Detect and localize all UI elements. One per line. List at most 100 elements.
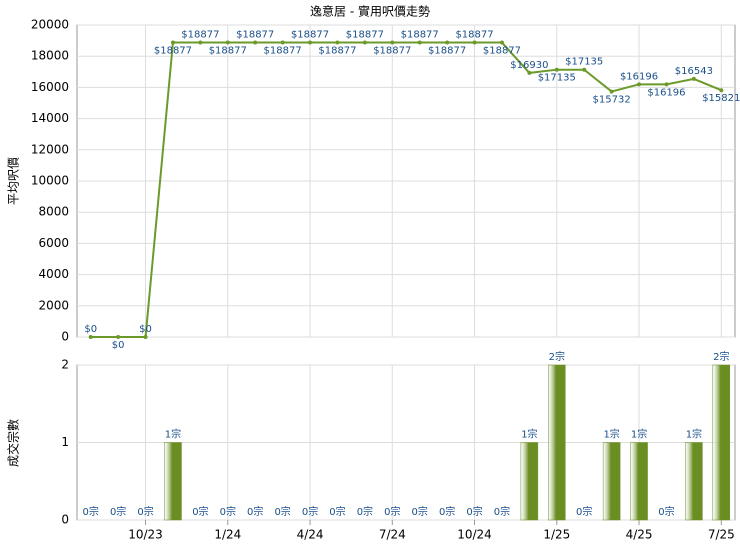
data-label: $18877 bbox=[291, 30, 329, 41]
data-label: $18877 bbox=[483, 46, 521, 57]
data-label: 2宗 bbox=[713, 350, 729, 363]
point bbox=[308, 40, 313, 45]
data-label: 2宗 bbox=[549, 350, 565, 363]
data-label: $18877 bbox=[209, 46, 247, 57]
data-label: 0宗 bbox=[302, 505, 318, 518]
point bbox=[88, 335, 93, 339]
point bbox=[170, 40, 175, 45]
y-tick-label: 0 bbox=[61, 513, 69, 527]
data-label: $15821 bbox=[702, 93, 740, 104]
point bbox=[691, 76, 696, 81]
point bbox=[609, 89, 614, 94]
point bbox=[362, 40, 367, 45]
bar bbox=[712, 364, 731, 521]
data-label: $16543 bbox=[675, 66, 713, 77]
y-tick-label: 18000 bbox=[31, 49, 69, 63]
point bbox=[637, 82, 642, 87]
data-label: $17135 bbox=[538, 73, 576, 84]
data-label: 0宗 bbox=[494, 505, 510, 518]
point bbox=[554, 67, 559, 72]
data-label: $18877 bbox=[318, 46, 356, 57]
y-tick-label: 16000 bbox=[31, 80, 69, 94]
point bbox=[280, 40, 285, 45]
point bbox=[664, 82, 669, 87]
data-label: $18877 bbox=[236, 30, 274, 41]
price-line bbox=[90, 41, 722, 338]
data-label: 0宗 bbox=[83, 505, 99, 518]
y-tick-label: 8000 bbox=[38, 205, 69, 219]
x-tick-label: 7/24 bbox=[379, 528, 406, 542]
point bbox=[390, 40, 395, 45]
bar bbox=[630, 442, 648, 521]
x-tick-label: 1/24 bbox=[214, 528, 241, 542]
point bbox=[719, 88, 724, 93]
data-label: $0 bbox=[139, 324, 152, 335]
y-tick-label: 14000 bbox=[31, 111, 69, 125]
data-label: $18877 bbox=[401, 30, 439, 41]
data-label: 0宗 bbox=[439, 505, 455, 518]
data-label: 0宗 bbox=[192, 505, 208, 518]
data-label: 1宗 bbox=[521, 428, 537, 441]
y-tick-label: 2 bbox=[61, 358, 69, 372]
point bbox=[143, 335, 148, 339]
bar bbox=[164, 442, 182, 521]
point bbox=[445, 40, 450, 45]
data-label: $18877 bbox=[373, 46, 411, 57]
data-label: $18877 bbox=[455, 30, 493, 41]
y-tick-label: 1 bbox=[61, 435, 69, 449]
x-tick-label: 7/25 bbox=[708, 528, 735, 542]
y-tick-label: 6000 bbox=[38, 236, 69, 250]
y-tick-label: 12000 bbox=[31, 142, 69, 156]
y-tick-label: 20000 bbox=[31, 18, 69, 32]
data-label: 0宗 bbox=[247, 505, 263, 518]
point bbox=[335, 40, 340, 45]
data-label: $17135 bbox=[565, 57, 603, 68]
data-label: $0 bbox=[84, 324, 97, 335]
data-label: $18877 bbox=[346, 30, 384, 41]
data-label: 1宗 bbox=[686, 428, 702, 441]
point bbox=[499, 40, 504, 45]
data-label: 0宗 bbox=[274, 505, 290, 518]
point bbox=[527, 70, 532, 75]
x-tick-label: 10/24 bbox=[457, 528, 492, 542]
point bbox=[253, 40, 258, 45]
y-tick-label: 0 bbox=[61, 330, 69, 344]
point bbox=[472, 40, 477, 45]
data-label: 0宗 bbox=[412, 505, 428, 518]
data-label: 0宗 bbox=[466, 505, 482, 518]
data-label: 1宗 bbox=[631, 428, 647, 441]
data-label: $18877 bbox=[181, 30, 219, 41]
bar bbox=[685, 442, 703, 521]
data-label: 0宗 bbox=[357, 505, 373, 518]
y-axis-title: 成交宗數 bbox=[6, 419, 21, 467]
x-tick-label: 4/24 bbox=[297, 528, 324, 542]
x-tick-label: 10/23 bbox=[128, 528, 163, 542]
data-label: 0宗 bbox=[137, 505, 153, 518]
data-label: $18877 bbox=[428, 46, 466, 57]
data-label: 0宗 bbox=[110, 505, 126, 518]
bar bbox=[520, 442, 539, 521]
point bbox=[582, 67, 587, 72]
x-tick-label: 1/25 bbox=[543, 528, 570, 542]
bar bbox=[548, 364, 566, 521]
data-label: 1宗 bbox=[603, 428, 619, 441]
point bbox=[225, 40, 230, 45]
x-tick-label: 4/25 bbox=[626, 528, 653, 542]
chart-title: 逸意居 - 實用呎價走勢 bbox=[310, 4, 430, 19]
y-tick-label: 10000 bbox=[31, 174, 69, 188]
data-label: 0宗 bbox=[384, 505, 400, 518]
data-label: 1宗 bbox=[165, 428, 181, 441]
data-label: $16196 bbox=[620, 71, 658, 82]
y-tick-label: 4000 bbox=[38, 267, 69, 281]
data-label: $18877 bbox=[264, 46, 302, 57]
y-axis-title: 平均呎價 bbox=[7, 157, 21, 205]
data-label: 0宗 bbox=[220, 505, 236, 518]
data-label: 0宗 bbox=[576, 505, 592, 518]
data-label: $18877 bbox=[154, 46, 192, 57]
y-tick-label: 2000 bbox=[38, 298, 69, 312]
data-label: 0宗 bbox=[658, 505, 674, 518]
data-label: $16930 bbox=[510, 60, 548, 71]
data-label: 0宗 bbox=[329, 505, 345, 518]
data-label: $16196 bbox=[647, 87, 685, 98]
